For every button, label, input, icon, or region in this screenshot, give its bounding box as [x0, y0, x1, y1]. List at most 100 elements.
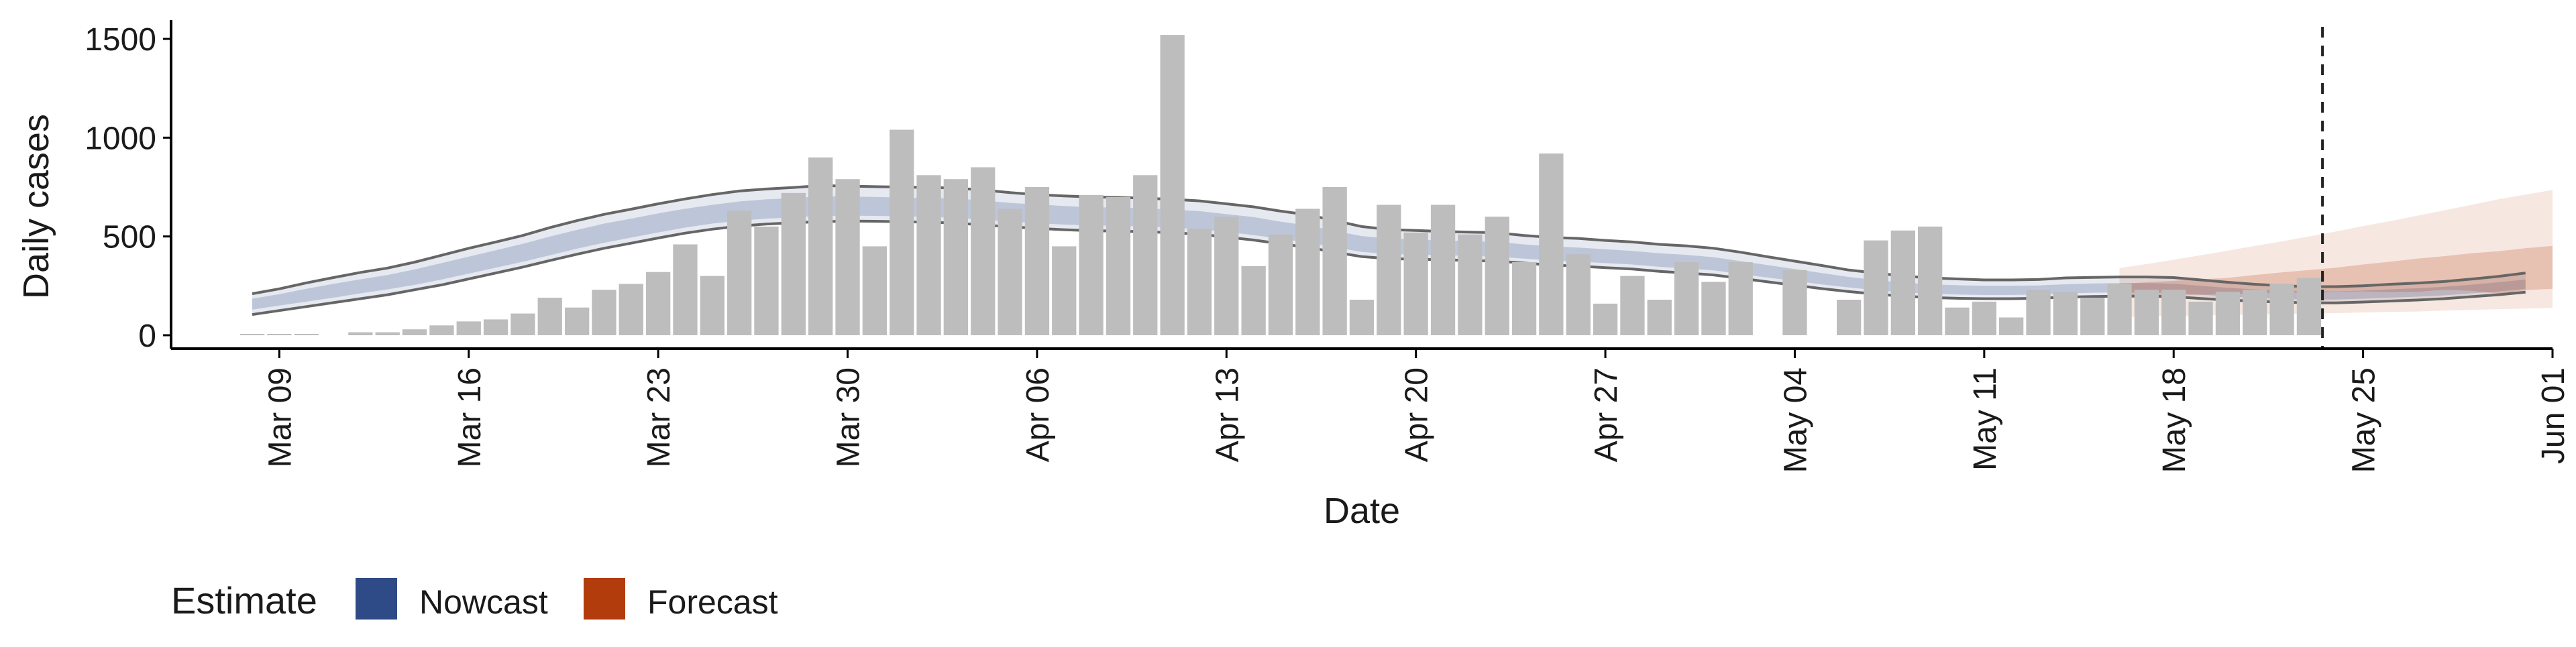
- case-bar: [429, 325, 454, 335]
- x-tick-label: Mar 16: [452, 367, 488, 467]
- case-bar: [1160, 35, 1185, 335]
- case-bar: [1485, 217, 1509, 335]
- x-axis-label: Date: [1324, 491, 1400, 531]
- case-bar: [537, 298, 562, 335]
- case-bar: [835, 179, 860, 335]
- case-bar: [1620, 276, 1645, 335]
- legend-swatch-nowcast: [356, 578, 397, 620]
- case-bar: [1647, 300, 1672, 335]
- observed-case-bars: [239, 35, 2322, 336]
- x-tick-label: Apr 27: [1589, 367, 1624, 462]
- legend-label-forecast: Forecast: [647, 583, 778, 621]
- x-axis-ticks: Mar 09 Mar 16 Mar 23 Mar 30 Apr 06 Apr 13 Apr …: [262, 349, 2571, 473]
- x-tick-label: Mar 09: [262, 367, 298, 467]
- case-bar: [1349, 300, 1375, 335]
- case-bar: [592, 290, 616, 335]
- case-bar: [565, 307, 590, 335]
- case-bar: [1322, 187, 1347, 335]
- case-bar: [1106, 196, 1131, 335]
- case-bar: [1024, 187, 1050, 335]
- case-bar: [754, 226, 779, 335]
- x-tick-label: Apr 06: [1020, 367, 1056, 462]
- case-bar: [1837, 300, 1862, 335]
- case-bar: [402, 329, 427, 335]
- case-bar: [943, 179, 968, 335]
- case-bar: [483, 319, 508, 335]
- case-bar: [890, 129, 914, 335]
- case-bar: [456, 321, 481, 335]
- y-axis-ticks: 0 500 1000 1500: [85, 22, 171, 354]
- case-bar: [1674, 262, 1699, 335]
- case-bar: [1782, 270, 1807, 335]
- case-bar: [916, 175, 941, 335]
- case-bar: [1945, 307, 1970, 335]
- y-tick-label: 0: [138, 318, 156, 354]
- case-bar: [1918, 226, 1943, 335]
- case-bar: [2053, 292, 2078, 335]
- case-bar: [862, 246, 887, 335]
- legend-title: Estimate: [171, 579, 317, 622]
- case-bar: [2161, 290, 2186, 335]
- case-bar: [2296, 278, 2322, 335]
- case-bar: [2026, 290, 2051, 335]
- case-bar: [1593, 303, 1618, 335]
- case-bar: [700, 276, 724, 335]
- x-tick-label: Apr 20: [1399, 367, 1435, 462]
- case-bar: [781, 192, 806, 335]
- forecast-outer-band: [2119, 190, 2553, 318]
- case-bar: [808, 157, 833, 336]
- case-bar: [511, 313, 535, 335]
- x-tick-label: May 11: [1968, 367, 2003, 471]
- case-bar: [1539, 153, 1564, 335]
- case-bar: [239, 334, 265, 335]
- case-bar: [1079, 194, 1104, 335]
- case-bar: [1999, 317, 2024, 335]
- case-bar: [2269, 284, 2294, 335]
- x-tick-label: Jun 01: [2536, 367, 2571, 464]
- case-bar: [1728, 262, 1753, 335]
- case-bar: [2080, 298, 2105, 335]
- case-bar: [2215, 292, 2241, 335]
- case-bar: [1511, 262, 1537, 335]
- case-bar: [1890, 230, 1915, 335]
- case-bar: [2107, 284, 2132, 335]
- case-bar: [646, 272, 671, 335]
- y-tick-label: 1000: [85, 121, 156, 156]
- x-tick-label: Apr 13: [1210, 367, 1245, 462]
- x-tick-label: May 25: [2347, 367, 2382, 473]
- x-tick-label: Mar 23: [641, 367, 677, 467]
- axes: [170, 20, 2553, 350]
- case-bar: [1377, 204, 1401, 335]
- case-bar: [1701, 282, 1726, 335]
- case-bar: [1241, 266, 1266, 335]
- legend-label-nowcast: Nowcast: [419, 583, 548, 621]
- case-bar: [375, 332, 400, 335]
- case-bar: [1430, 204, 1456, 335]
- case-bar: [2243, 290, 2267, 335]
- forecast-inner-band: [2119, 245, 2553, 297]
- case-bar: [1458, 234, 1483, 335]
- case-bar: [348, 332, 373, 335]
- case-bar: [2134, 290, 2159, 335]
- case-bar: [727, 211, 752, 335]
- case-bar: [267, 334, 292, 335]
- case-bar: [1295, 209, 1320, 335]
- case-bar: [1864, 240, 1888, 335]
- case-bar: [2188, 301, 2213, 335]
- case-bar: [294, 334, 319, 335]
- case-bar: [619, 284, 643, 335]
- case-bar: [1187, 228, 1212, 335]
- y-tick-label: 500: [103, 220, 156, 255]
- case-bar: [1566, 254, 1591, 335]
- case-bar: [971, 167, 996, 335]
- x-tick-label: May 04: [1778, 367, 1814, 473]
- x-tick-label: Mar 30: [831, 367, 867, 467]
- case-bar: [998, 209, 1022, 335]
- legend: Estimate Nowcast Forecast: [171, 578, 778, 622]
- case-bar: [1052, 246, 1077, 335]
- legend-swatch-forecast: [584, 578, 625, 620]
- case-bar: [1972, 301, 1996, 335]
- x-tick-label: May 18: [2157, 367, 2192, 473]
